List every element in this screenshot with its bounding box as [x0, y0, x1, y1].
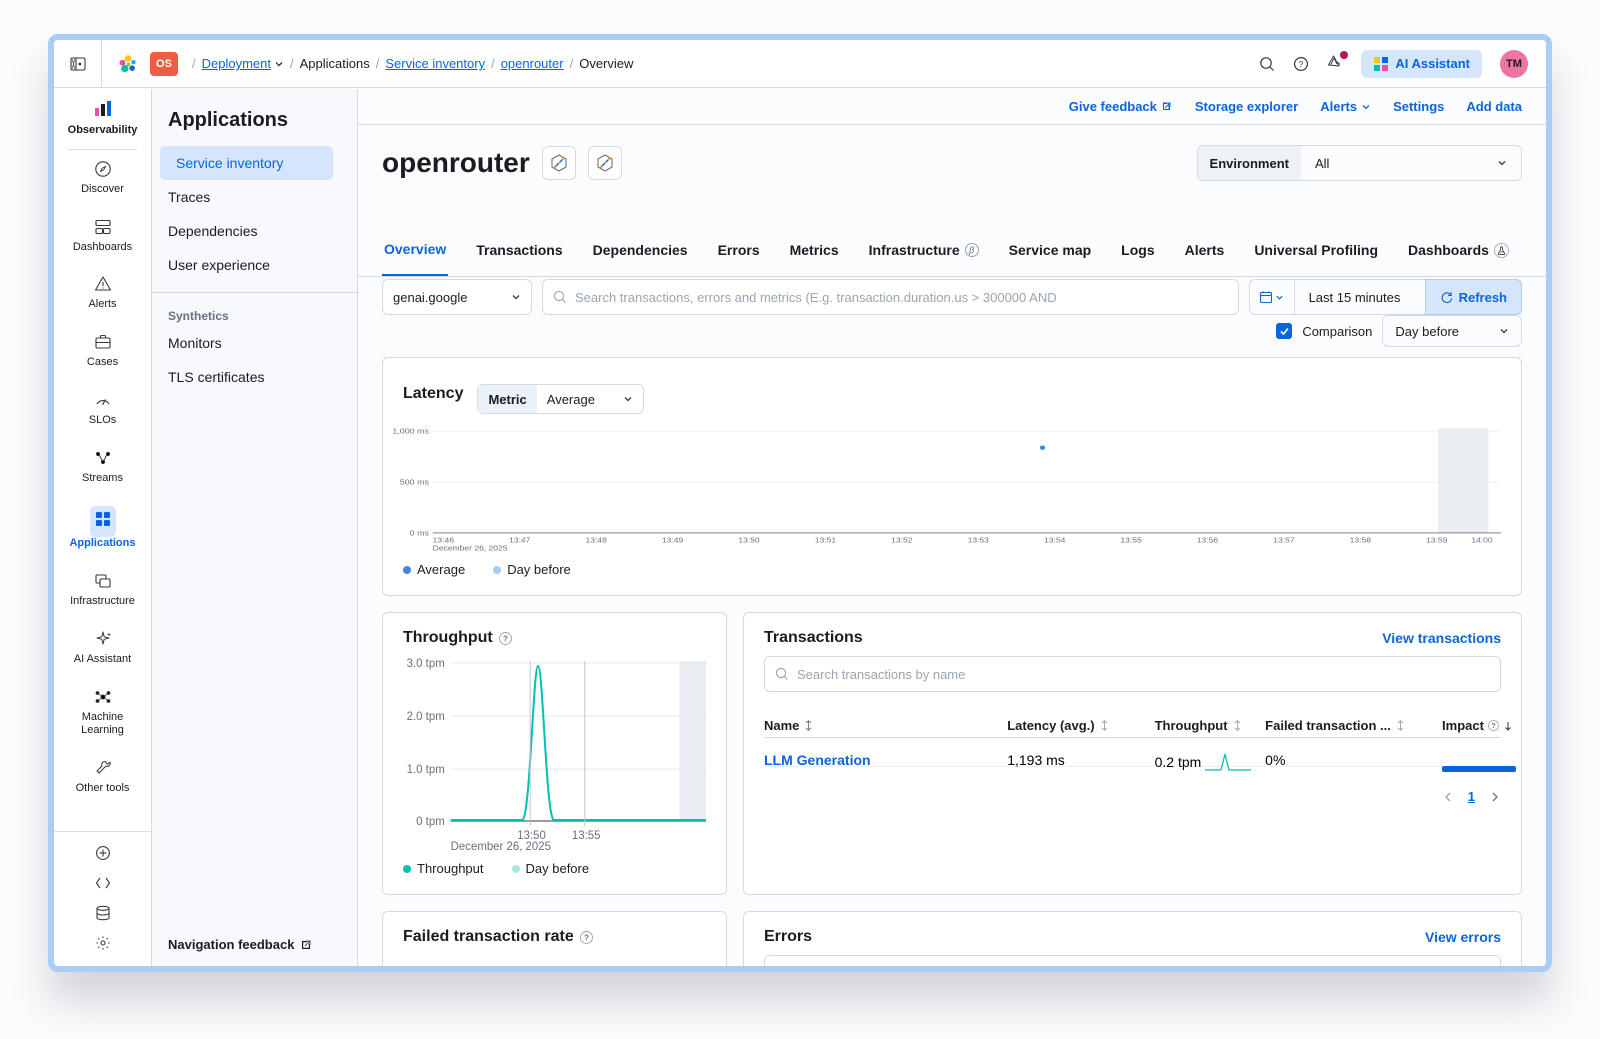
svg-text:0 tpm: 0 tpm — [416, 816, 445, 828]
svg-text:13:57: 13:57 — [1273, 536, 1295, 544]
svg-text:1,000 ms: 1,000 ms — [392, 426, 429, 435]
svg-text:13:53: 13:53 — [968, 536, 990, 544]
svg-text:3.0 tpm: 3.0 tpm — [407, 658, 445, 670]
svg-text:13:59: 13:59 — [1426, 536, 1448, 544]
svg-text:?: ? — [503, 634, 508, 643]
svg-text:13:50: 13:50 — [738, 536, 760, 544]
svg-text:13:58: 13:58 — [1350, 536, 1372, 544]
svg-text:?: ? — [1299, 60, 1304, 69]
svg-text:500 ms: 500 ms — [400, 477, 429, 486]
svg-text:?: ? — [584, 933, 589, 942]
svg-text:1.0 tpm: 1.0 tpm — [407, 764, 445, 776]
svg-text:December 26, 2025: December 26, 2025 — [433, 544, 508, 552]
svg-text:December 26, 2025: December 26, 2025 — [451, 841, 551, 853]
svg-text:2.0 tpm: 2.0 tpm — [407, 711, 445, 723]
svg-text:13:55: 13:55 — [1120, 536, 1142, 544]
svg-text:13:47: 13:47 — [509, 536, 531, 544]
svg-text:13:56: 13:56 — [1197, 536, 1219, 544]
svg-text:0 ms: 0 ms — [410, 528, 429, 537]
svg-text:13:51: 13:51 — [815, 536, 837, 544]
svg-text:14:00: 14:00 — [1471, 536, 1493, 544]
svg-text:13:46: 13:46 — [433, 536, 455, 544]
svg-text:13:55: 13:55 — [572, 830, 601, 842]
svg-text:13:49: 13:49 — [662, 536, 684, 544]
svg-text:?: ? — [1491, 723, 1495, 730]
svg-text:13:52: 13:52 — [891, 536, 913, 544]
svg-text:13:54: 13:54 — [1044, 536, 1066, 544]
svg-text:13:48: 13:48 — [586, 536, 608, 544]
